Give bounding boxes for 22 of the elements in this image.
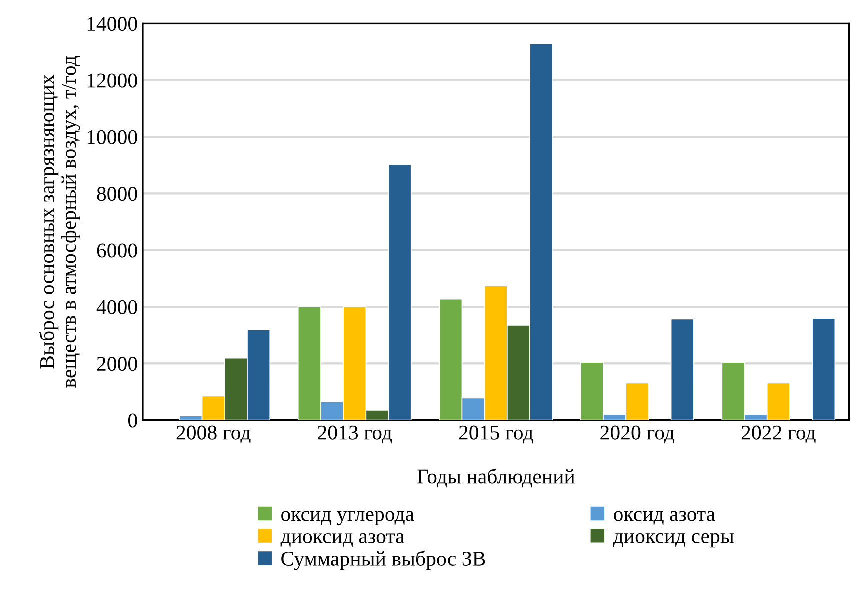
- y-tick-label: 2000: [97, 357, 138, 372]
- y-tick-label: 6000: [97, 244, 138, 258]
- legend-label: диоксид азота: [280, 533, 405, 548]
- y-axis-title: Выброс основных загрязняющих веществ в атмосферный воздух, т/год: [39, 56, 80, 388]
- legend-label: диоксид серы: [613, 533, 734, 548]
- y-tick-label: 10000: [88, 130, 138, 144]
- y-tick-label: 12000: [88, 74, 138, 88]
- y-tick-label: 0: [128, 414, 138, 428]
- y-tick-label: 8000: [97, 187, 138, 202]
- bar: [812, 318, 836, 420]
- x-tick-label: 2020 год: [600, 426, 675, 444]
- x-axis-title: Годы наблюдений: [417, 468, 575, 488]
- legend-label: оксид углерода: [282, 511, 414, 526]
- x-tick-label: 2013 год: [318, 426, 392, 444]
- x-tick-label: 2008 год: [176, 426, 251, 444]
- y-tick-label: 14000: [88, 17, 138, 32]
- bar: [670, 318, 694, 420]
- x-tick-label: 2015 год: [459, 426, 534, 444]
- x-tick-label: 2022 год: [742, 426, 816, 444]
- y-tick-label: 4000: [96, 300, 138, 314]
- legend-label: Суммарный выброс ЗВ: [282, 550, 486, 570]
- legend-label: оксид азота: [614, 511, 716, 526]
